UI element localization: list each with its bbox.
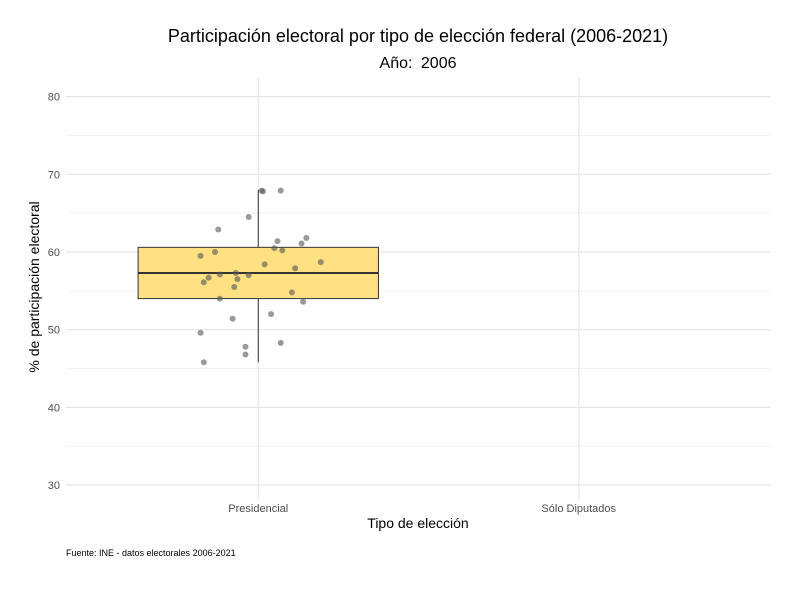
data-point [274, 238, 281, 245]
y-tick-label: 60 [48, 247, 60, 259]
data-point [277, 339, 284, 346]
data-point [261, 261, 268, 268]
data-point [197, 329, 204, 336]
data-point [300, 298, 307, 305]
y-tick-label: 50 [48, 325, 60, 337]
data-point [212, 248, 219, 255]
data-point [317, 259, 324, 266]
y-axis-title: % de participación electoral [26, 201, 42, 372]
y-axis-ticks: 30 40 50 60 70 80 [48, 92, 60, 492]
chart-title: Participación electoral por tipo de elec… [168, 26, 668, 46]
subtitle-year-value: 2006 [421, 55, 457, 72]
data-point [242, 351, 249, 358]
data-point [245, 214, 252, 221]
y-tick-label: 70 [48, 169, 60, 181]
subtitle-label: Año: [380, 55, 413, 72]
jitter-points [197, 187, 324, 366]
data-point [277, 187, 284, 194]
data-point [298, 240, 305, 247]
data-point [197, 252, 204, 259]
data-point [245, 272, 252, 279]
data-point [260, 188, 267, 195]
x-axis-title: Tipo de elección [367, 515, 468, 531]
data-point [234, 276, 241, 283]
data-point [216, 295, 223, 302]
chart-caption: Fuente: INE - datos electorales 2006-202… [66, 548, 236, 558]
y-tick-label: 80 [48, 92, 60, 104]
data-point [229, 315, 236, 322]
x-tick-label: Sólo Diputados [541, 503, 616, 515]
y-tick-label: 40 [48, 402, 60, 414]
data-point [200, 359, 207, 366]
data-point [205, 274, 212, 281]
boxplot-boxes [137, 189, 379, 363]
data-point [303, 235, 310, 242]
x-tick-label: Presidencial [228, 503, 288, 515]
data-point [279, 247, 286, 254]
data-point [271, 245, 278, 252]
data-point [288, 289, 295, 296]
data-point [268, 311, 275, 318]
y-tick-label: 30 [48, 480, 60, 492]
data-point [215, 226, 222, 233]
chart-subtitle: Año: 2006 [380, 55, 457, 72]
data-point [242, 343, 249, 350]
data-point [232, 269, 239, 276]
data-point [231, 283, 238, 290]
data-point [216, 271, 223, 278]
x-axis-ticks: Presidencial Sólo Diputados [228, 503, 616, 515]
data-point [292, 265, 299, 272]
data-point [200, 279, 207, 286]
